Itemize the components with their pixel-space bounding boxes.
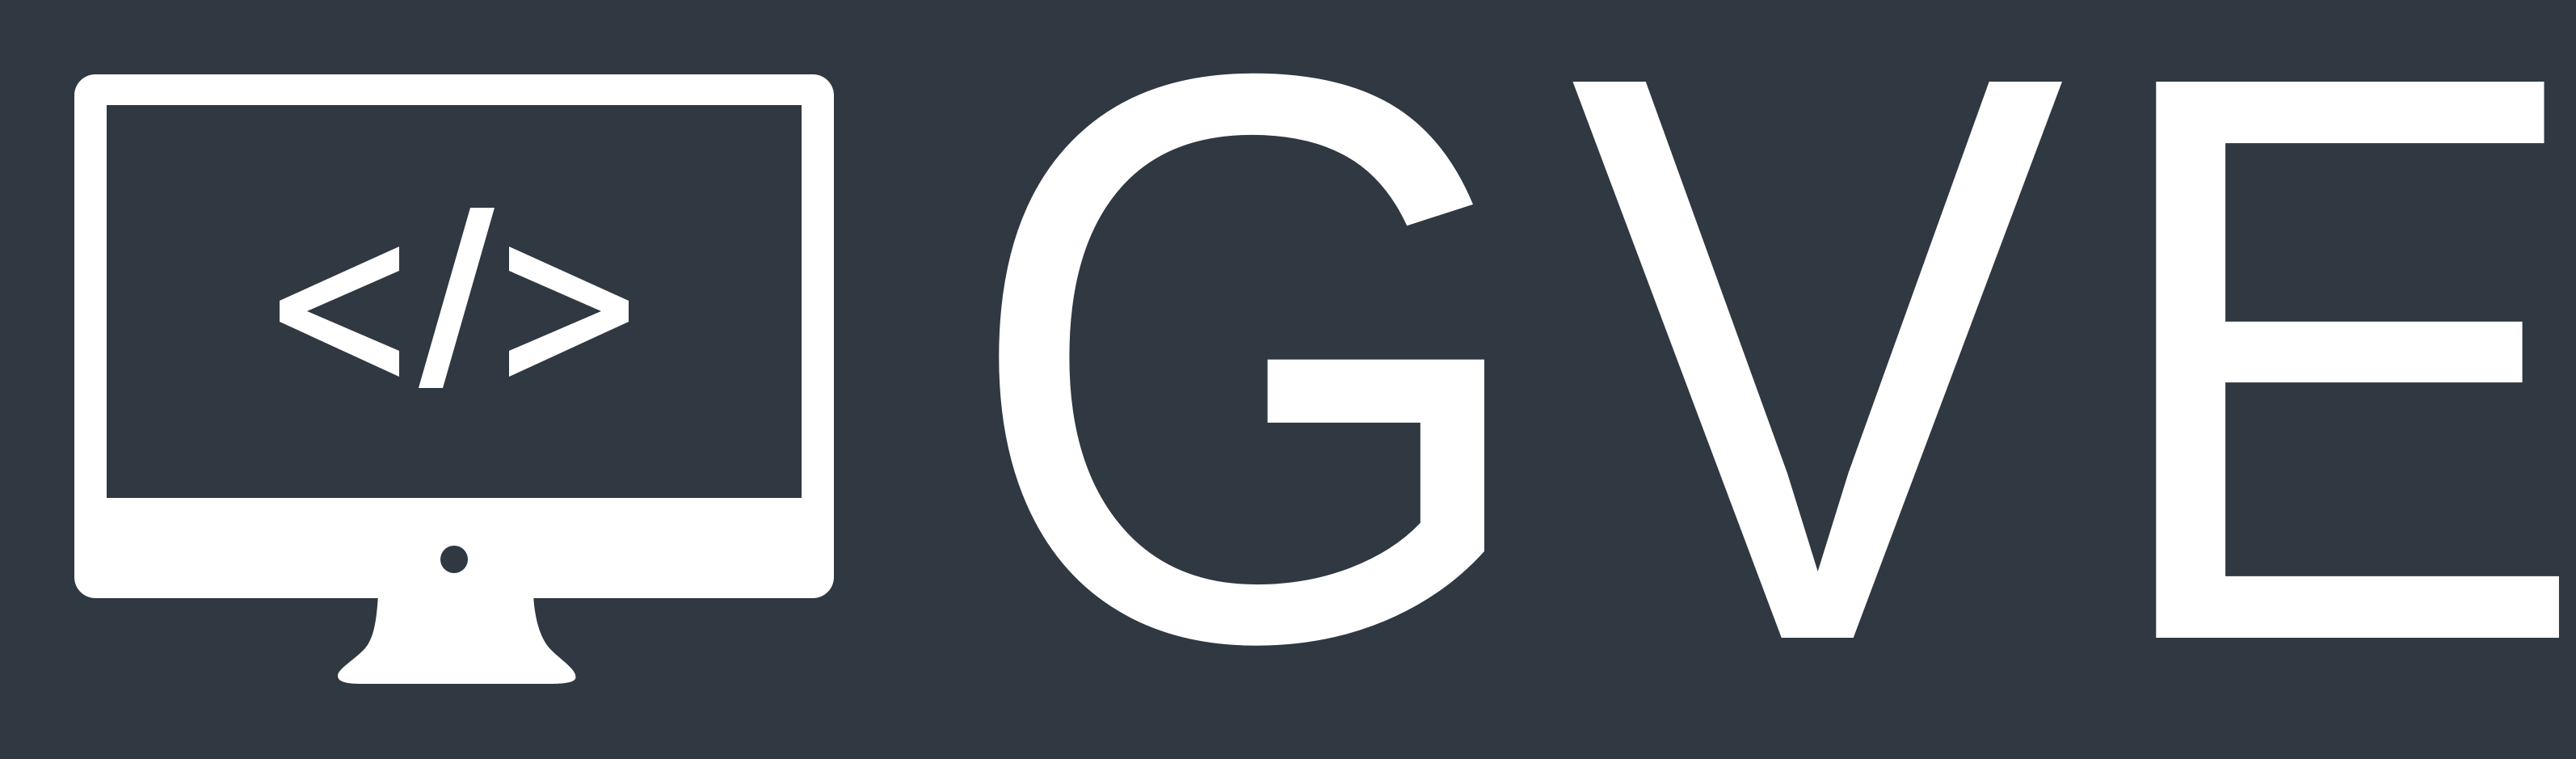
- monitor-stand: [338, 595, 576, 684]
- power-button-dot: [440, 546, 468, 573]
- code-slash: [419, 208, 495, 388]
- monitor-code-icon: [74, 74, 834, 684]
- code-left-bracket: [280, 247, 399, 377]
- wordmark: GVE: [962, 0, 2576, 759]
- code-right-bracket: [509, 247, 629, 377]
